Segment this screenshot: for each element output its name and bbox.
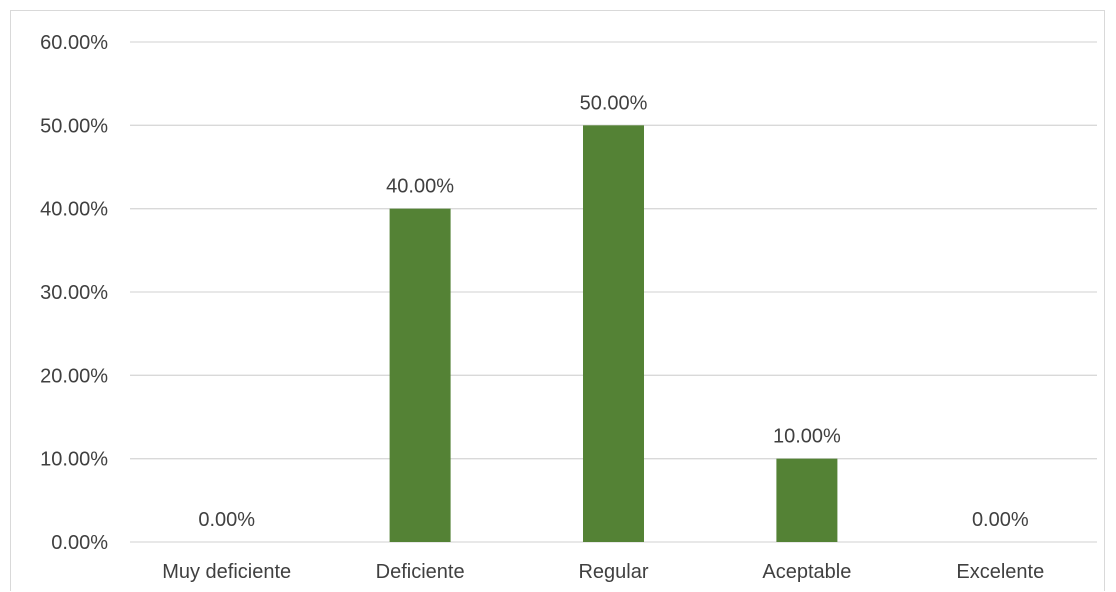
data-label: 40.00% [386,176,454,198]
bars [389,125,838,542]
y-tick-label: 40.00% [40,199,108,221]
data-labels: 0.00% 40.00% 50.00% 10.00% 0.00% [198,92,1029,531]
x-tick-label: Deficiente [376,561,465,583]
x-tick-label: Regular [578,561,648,583]
bar [583,125,644,542]
y-tick-label: 10.00% [40,449,108,471]
x-axis-category-labels: Muy deficiente Deficiente Regular Aceptable… [162,561,1044,583]
y-tick-label: 50.00% [40,115,108,137]
y-axis-tick-labels: 0.00% 10.00% 20.00% 30.00% 40.00% 50.00% 60.00… [40,32,108,554]
data-label: 0.00% [972,509,1029,531]
y-tick-label: 60.00% [40,32,108,54]
data-label: 0.00% [198,509,255,531]
bar [776,458,838,542]
y-tick-label: 30.00% [40,282,108,304]
x-tick-label: Muy deficiente [162,561,291,583]
data-label: 50.00% [580,92,648,114]
data-label: 10.00% [773,426,841,448]
bar [389,208,451,542]
chart-frame [10,10,1105,591]
y-tick-label: 0.00% [51,532,108,554]
y-tick-label: 20.00% [40,365,108,387]
x-tick-label: Excelente [956,561,1044,583]
x-tick-label: Aceptable [762,561,851,583]
